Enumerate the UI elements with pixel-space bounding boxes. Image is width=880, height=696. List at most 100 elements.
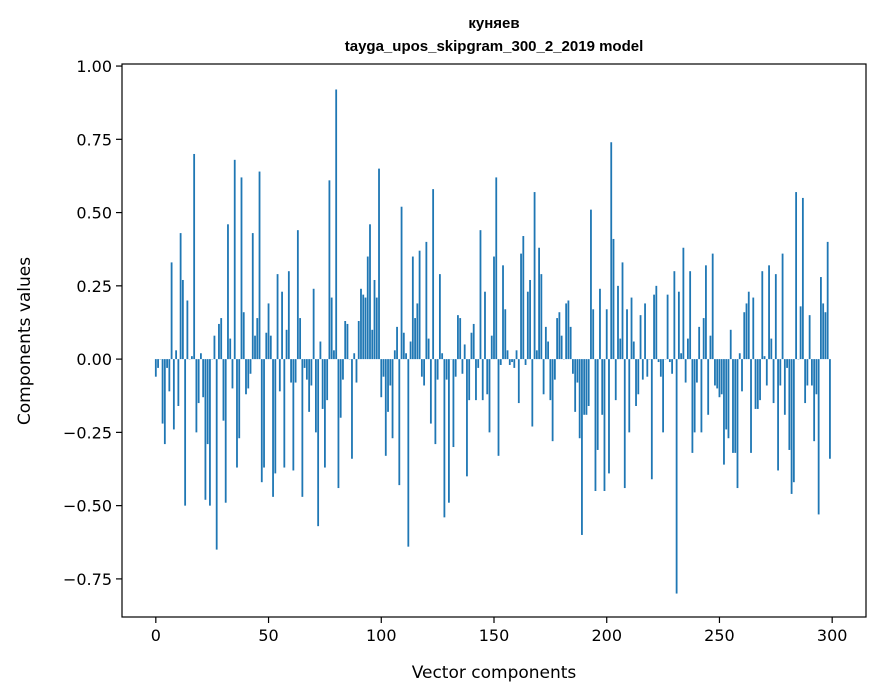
bar-component-106 xyxy=(393,350,396,360)
bar-component-277 xyxy=(779,359,782,386)
bar-component-234 xyxy=(682,247,685,360)
bar-component-218 xyxy=(646,359,649,377)
bar-component-59 xyxy=(287,271,290,360)
bar-component-290 xyxy=(808,315,811,360)
bar-component-22 xyxy=(204,359,207,500)
bar-component-81 xyxy=(337,359,340,489)
bar-component-9 xyxy=(175,350,178,360)
bar-component-182 xyxy=(565,303,568,360)
bar-component-38 xyxy=(240,177,243,360)
bar-component-223 xyxy=(657,359,660,363)
bar-component-109 xyxy=(400,206,403,360)
bar-component-13 xyxy=(184,359,187,506)
bar-component-74 xyxy=(321,359,324,409)
bar-component-284 xyxy=(795,192,798,360)
bar-component-209 xyxy=(626,309,628,360)
bar-component-121 xyxy=(427,338,430,360)
bar-component-98 xyxy=(375,297,378,360)
bar-component-196 xyxy=(596,359,599,450)
bar-component-183 xyxy=(567,300,570,360)
bar-component-14 xyxy=(186,300,189,360)
y-tick-label: 0.75 xyxy=(76,130,112,149)
bar-component-268 xyxy=(759,359,761,401)
bar-component-245 xyxy=(707,359,710,415)
bar-component-100 xyxy=(380,359,383,398)
bar-component-191 xyxy=(585,359,588,415)
bar-component-70 xyxy=(312,288,315,360)
bar-component-18 xyxy=(195,359,198,433)
bar-component-178 xyxy=(556,318,559,360)
bar-component-279 xyxy=(783,359,786,415)
bar-component-57 xyxy=(283,359,286,468)
bar-component-283 xyxy=(792,359,795,483)
x-tick-label: 100 xyxy=(366,626,397,645)
bar-component-221 xyxy=(653,294,655,360)
bar-component-8 xyxy=(172,359,175,430)
bar-component-262 xyxy=(745,303,748,360)
bar-component-64 xyxy=(299,318,302,360)
bar-component-195 xyxy=(594,359,597,491)
bar-component-217 xyxy=(644,303,646,360)
bar-component-264 xyxy=(750,359,752,453)
bar-component-232 xyxy=(677,291,680,360)
bar-component-261 xyxy=(743,312,746,360)
y-tick-label: −0.75 xyxy=(63,570,112,589)
x-axis-label: Vector components xyxy=(412,663,577,683)
bar-component-141 xyxy=(472,323,475,360)
bar-component-294 xyxy=(817,359,820,515)
bar-component-113 xyxy=(409,341,412,360)
chart-title-line-1: куняев xyxy=(468,15,519,32)
bar-component-62 xyxy=(294,359,297,383)
bar-component-293 xyxy=(815,359,818,395)
bar-component-224 xyxy=(659,359,662,377)
bar-component-259 xyxy=(738,353,741,360)
bar-component-267 xyxy=(756,359,759,409)
bar-component-152 xyxy=(497,359,500,456)
bar-component-156 xyxy=(506,350,509,360)
bar-component-10 xyxy=(177,359,180,406)
bar-component-174 xyxy=(547,341,550,360)
bar-component-33 xyxy=(229,338,232,360)
bar-component-281 xyxy=(788,359,791,450)
bar-component-160 xyxy=(515,350,518,360)
bar-component-88 xyxy=(353,353,356,360)
bar-component-163 xyxy=(522,236,525,360)
bar-component-158 xyxy=(511,359,513,363)
x-tick-label: 50 xyxy=(258,626,278,645)
bar-component-286 xyxy=(799,306,802,360)
bar-component-117 xyxy=(418,250,421,360)
bar-component-185 xyxy=(572,359,574,374)
bar-component-239 xyxy=(693,359,696,433)
bar-component-107 xyxy=(396,326,398,360)
bar-component-111 xyxy=(405,353,407,360)
bar-component-154 xyxy=(502,265,504,360)
bar-component-273 xyxy=(770,338,773,360)
bar-component-297 xyxy=(824,312,827,360)
bar-component-7 xyxy=(170,262,173,360)
bar-component-203 xyxy=(612,238,615,360)
bar-component-50 xyxy=(267,303,270,360)
bar-component-242 xyxy=(700,359,703,433)
bar-component-187 xyxy=(576,359,579,383)
bar-component-270 xyxy=(763,356,766,360)
y-tick-label: −0.25 xyxy=(63,423,112,442)
bar-component-188 xyxy=(578,359,581,439)
bar-component-53 xyxy=(274,359,277,474)
bar-component-42 xyxy=(249,359,252,374)
bar-component-97 xyxy=(373,279,376,360)
bar-component-114 xyxy=(411,256,414,360)
y-tick-label: 0.00 xyxy=(76,350,112,369)
bar-component-1 xyxy=(157,359,159,368)
bar-component-138 xyxy=(466,359,468,477)
bar-component-3 xyxy=(161,359,164,424)
y-axis-ticks: 1.00 0.75 0.50 0.25 0.00 −0.25 −0.50 −0.75 xyxy=(63,57,122,589)
bar-component-35 xyxy=(233,159,236,360)
bar-component-250 xyxy=(718,359,721,398)
bar-component-129 xyxy=(445,359,448,380)
bar-component-215 xyxy=(639,315,642,360)
x-tick-label: 150 xyxy=(479,626,510,645)
bar-component-143 xyxy=(477,359,480,368)
bar-component-125 xyxy=(436,359,439,380)
bar-component-296 xyxy=(822,303,825,360)
bar-component-79 xyxy=(333,350,335,360)
